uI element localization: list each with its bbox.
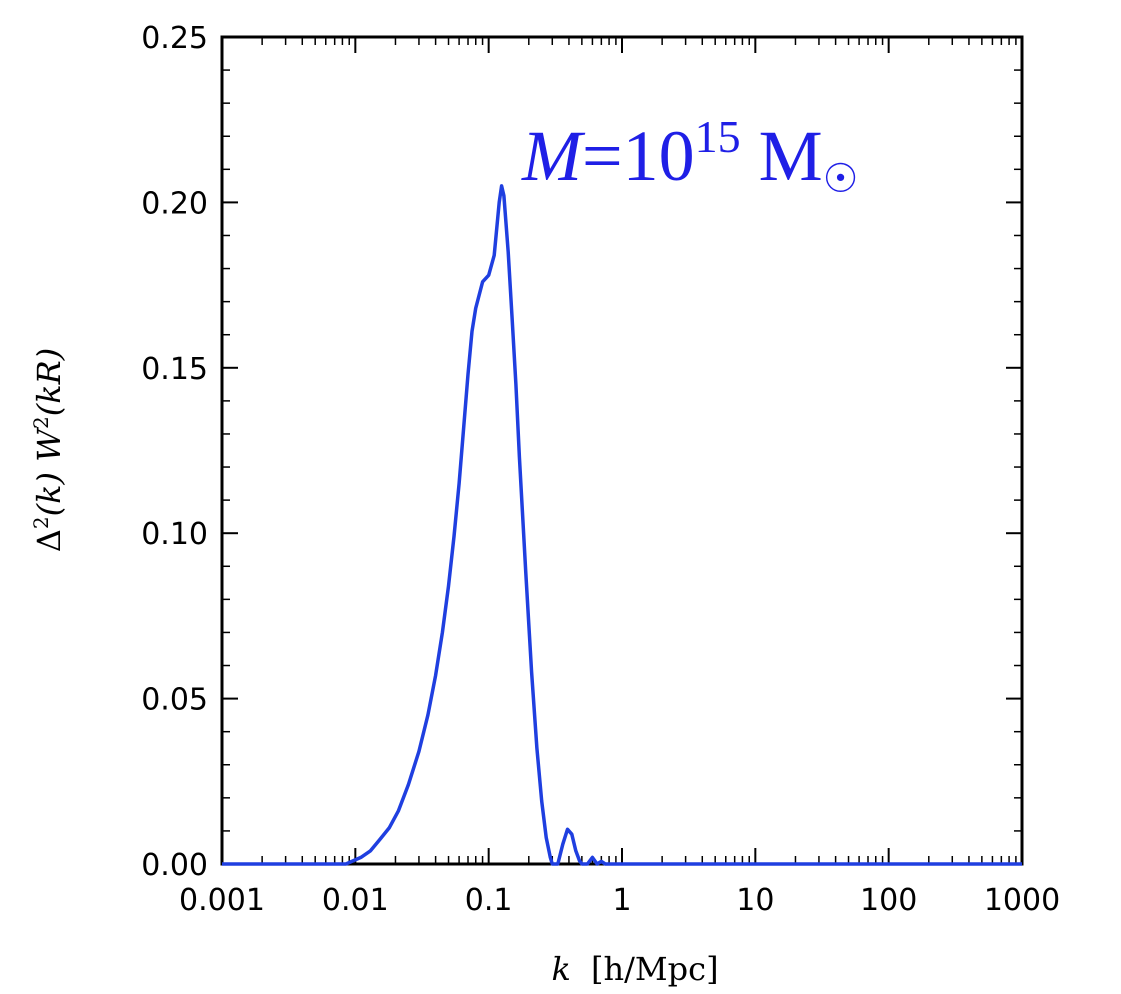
- x-tick-label: 100: [860, 883, 917, 918]
- x-axis-ticks: 0.001 0.01 0.1 1 10 100 1000: [179, 37, 1060, 918]
- x-tick-label: 1: [612, 883, 631, 918]
- x-tick-label: 0.1: [465, 883, 513, 918]
- y-tick-label: 0.05: [141, 683, 208, 718]
- y-tick-label: 0.15: [141, 352, 208, 387]
- series-group: [222, 184, 1022, 866]
- x-tick-label: 10: [736, 883, 774, 918]
- y-axis-ticks: 0.00 0.05 0.10 0.15 0.20 0.25: [141, 21, 1022, 883]
- x-tick-label: 0.001: [179, 883, 265, 918]
- series-line: [222, 184, 1022, 866]
- y-tick-label: 0.25: [141, 21, 208, 56]
- y-axis-label: Δ2(k) W2(kR): [29, 348, 68, 552]
- mass-annotation: M=1015 M☉: [521, 111, 858, 201]
- x-axis-label: k [h/Mpc]: [551, 950, 718, 988]
- y-axis-label-group: Δ2(k) W2(kR): [29, 348, 68, 552]
- y-tick-label: 0.10: [141, 517, 208, 552]
- y-tick-label: 0.00: [141, 848, 208, 883]
- x-tick-label: 0.01: [322, 883, 389, 918]
- x-tick-label: 1000: [984, 883, 1060, 918]
- y-tick-label: 0.20: [141, 186, 208, 221]
